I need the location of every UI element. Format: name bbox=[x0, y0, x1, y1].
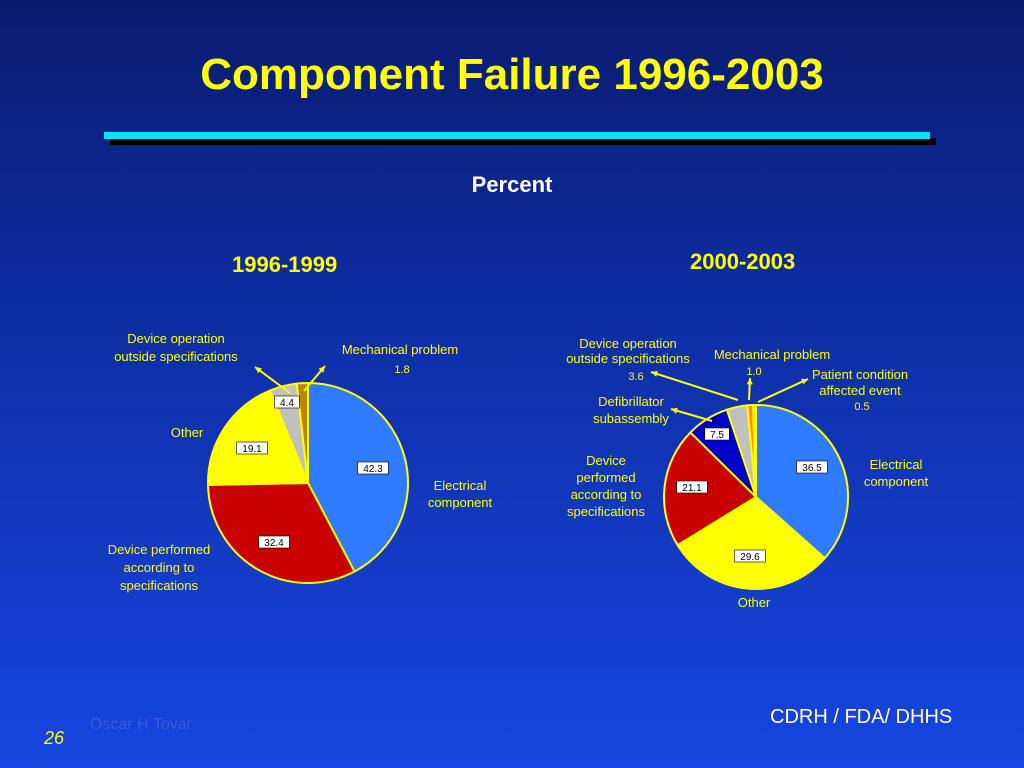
pie2-value-box-other bbox=[734, 549, 766, 563]
pie1-label-mechanical-problem-line1: Mechanical problem bbox=[342, 342, 458, 357]
pie1-slice-electrical-component bbox=[307, 381, 409, 573]
pie1-value-box-other bbox=[236, 441, 268, 455]
slide-title: Component Failure 1996-2003 bbox=[200, 50, 824, 99]
pie2-leader-arrow-mechanical-problem bbox=[746, 378, 753, 385]
pie2-label-electrical-component-line2: component bbox=[864, 474, 929, 489]
pie1-label-device-performed-according-to-specifications-line3: specifications bbox=[120, 578, 199, 593]
pie1-label-device-operation-outside-specifications-line1: Device operation bbox=[127, 331, 225, 346]
pie1-outer-value-mechanical-problem: 1.8 bbox=[394, 364, 409, 376]
footer-author: Oscar H Tovar bbox=[90, 716, 192, 733]
pie1-slice-other bbox=[207, 389, 310, 486]
pie2-value-other: 29.6 bbox=[740, 552, 760, 563]
pie2-label-mechanical-problem-line1: Mechanical problem bbox=[714, 347, 830, 362]
pie1-leader-arrow-mechanical-problem bbox=[318, 366, 325, 373]
chart-subtitle: Percent bbox=[471, 172, 553, 197]
pie2-title: 2000-2003 bbox=[690, 249, 796, 274]
pie2-label-other-line1: Other bbox=[738, 595, 771, 610]
pie2-label-patient-condition-affected-event-line1: Patient condition bbox=[812, 367, 908, 382]
page-number: 26 bbox=[44, 728, 65, 748]
pie1-label-electrical-component-line2: component bbox=[428, 495, 493, 510]
pie2-leader-arrow-patient-condition-affected-event bbox=[801, 378, 808, 385]
pie2-slice-patient-condition-affected-event bbox=[752, 403, 757, 498]
pie2-leader-arrow-device-operation-outside-specifications bbox=[651, 371, 658, 377]
pie1-value-device-operation-outside-specifications: 4.4 bbox=[280, 398, 294, 409]
pie1-value-electrical-component: 42.3 bbox=[363, 464, 383, 475]
pie2-label-defibrillator-subassembly-line1: Defibrillator bbox=[598, 394, 664, 409]
pie1-value-box-electrical-component bbox=[357, 461, 389, 475]
pie2-slice-device-performed-according-to-specifications bbox=[663, 431, 758, 547]
pie2-label-device-operation-outside-specifications-line2: outside specifications bbox=[566, 351, 690, 366]
pie1-value-box-device-performed-according-to-specifications bbox=[258, 535, 290, 549]
pie2-value-defibrillator-subassembly: 7.5 bbox=[710, 430, 724, 441]
pie2-slice-other bbox=[676, 495, 827, 591]
pie2-value-device-performed-according-to-specifications: 21.1 bbox=[682, 483, 702, 494]
pie2-outer-value-mechanical-problem: 1.0 bbox=[746, 366, 761, 378]
pie2-value-box-defibrillator-subassembly bbox=[704, 427, 730, 441]
pie2-slice-electrical-component bbox=[755, 403, 849, 560]
pie1-label-device-operation-outside-specifications-line2: outside specifications bbox=[114, 349, 238, 364]
pie1-label-other-line1: Other bbox=[171, 425, 204, 440]
pie2-label-electrical-component-line1: Electrical bbox=[870, 457, 923, 472]
pie2-outer-value-device-operation-outside-specifications: 3.6 bbox=[628, 371, 643, 383]
pie2-value-box-electrical-component bbox=[796, 460, 828, 474]
pie2-value-box-device-performed-according-to-specifications bbox=[676, 480, 708, 494]
pie1-value-box-device-operation-outside-specifications bbox=[274, 395, 300, 409]
pie1-label-electrical-component-line1: Electrical bbox=[434, 478, 487, 493]
footer-org: CDRH / FDA/ DHHS bbox=[770, 706, 953, 728]
pie2-leader-defibrillator-subassembly bbox=[670, 408, 713, 422]
title-rule bbox=[104, 132, 930, 139]
pie1-leader-arrow-device-operation-outside-specifications bbox=[255, 367, 262, 374]
pie2-label-defibrillator-subassembly-line2: subassembly bbox=[593, 411, 669, 426]
pie1-label-device-performed-according-to-specifications-line1: Device performed bbox=[108, 542, 211, 557]
pie2-label-device-performed-according-to-specifications-line1: Device bbox=[586, 453, 626, 468]
pie2-leader-device-operation-outside-specifications bbox=[650, 371, 739, 401]
pie2-label-device-operation-outside-specifications-line1: Device operation bbox=[579, 336, 677, 351]
pie2-label-device-performed-according-to-specifications-line4: specifications bbox=[567, 504, 646, 519]
pie1-slice-device-performed-according-to-specifications bbox=[207, 481, 356, 584]
pie1-value-other: 19.1 bbox=[242, 444, 262, 455]
pie2-label-patient-condition-affected-event-line2: affected event bbox=[819, 383, 901, 398]
pie2-label-device-performed-according-to-specifications-line3: according to bbox=[571, 487, 642, 502]
pie1-leader-device-operation-outside-specifications bbox=[254, 366, 291, 394]
title-rule-shadow bbox=[110, 138, 936, 145]
pie1-value-device-performed-according-to-specifications: 32.4 bbox=[264, 538, 284, 549]
pie2-leader-arrow-defibrillator-subassembly bbox=[671, 407, 678, 414]
pie2-value-electrical-component: 36.5 bbox=[802, 463, 822, 474]
pie2-leader-patient-condition-affected-event bbox=[757, 378, 809, 403]
pie1-title: 1996-1999 bbox=[232, 252, 338, 277]
pie2-outer-value-patient-condition-affected-event: 0.5 bbox=[854, 401, 869, 413]
pie1-label-device-performed-according-to-specifications-line2: according to bbox=[124, 560, 195, 575]
pie2-label-device-performed-according-to-specifications-line2: performed bbox=[576, 470, 635, 485]
